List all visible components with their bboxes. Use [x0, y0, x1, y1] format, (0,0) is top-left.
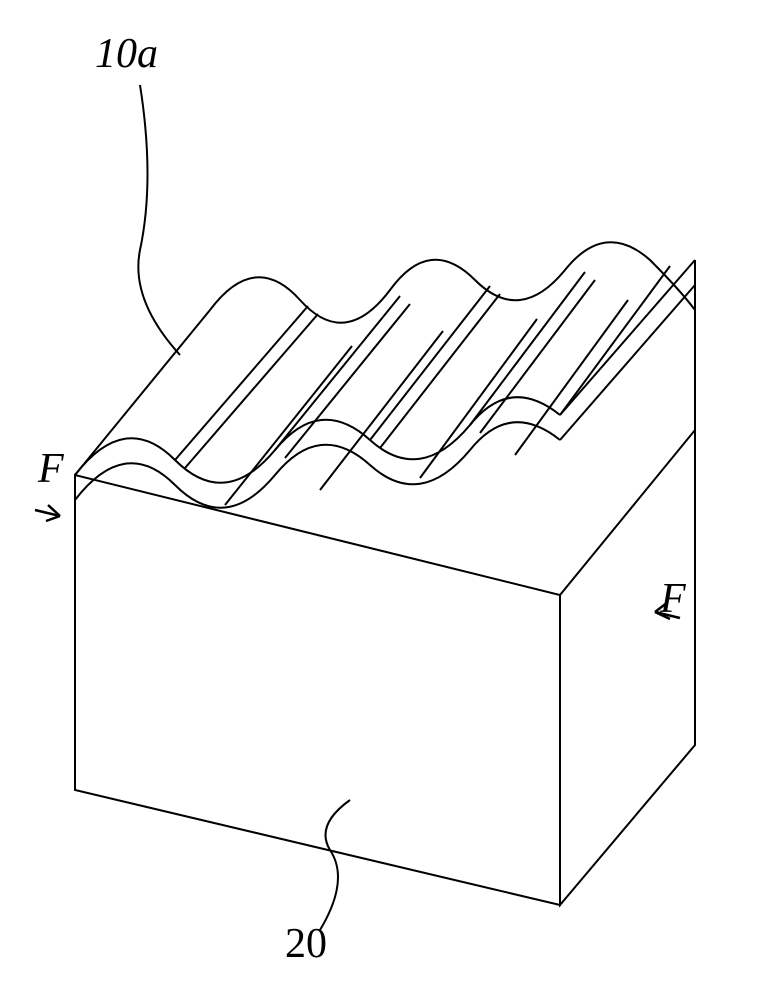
ridge-line: [185, 314, 318, 468]
technical-diagram: 10a F F 20: [0, 0, 758, 1000]
ridge-line: [380, 294, 500, 448]
trough-line: [320, 331, 443, 490]
top-left-edge: [75, 310, 210, 475]
label-10a: 10a: [95, 30, 158, 78]
wave-back-edge: [210, 242, 695, 323]
leader-10a: [138, 85, 180, 355]
right-face: [560, 430, 695, 905]
ridge-line: [480, 280, 595, 433]
front-face: [75, 475, 560, 905]
ridge-line: [470, 272, 585, 425]
trough-line: [515, 300, 628, 455]
label-force-right: F: [660, 575, 686, 623]
ridge-line: [560, 266, 670, 415]
trough-line: [420, 319, 537, 478]
force-arrow-left: [35, 505, 60, 521]
wave-front-edge-bottom: [75, 422, 560, 508]
wave-right-top: [560, 260, 695, 415]
ridge-line: [370, 286, 490, 440]
diagram-svg: [0, 0, 758, 1000]
wave-right-bottom: [560, 285, 695, 440]
label-20: 20: [285, 920, 327, 968]
wave-front-edge-top: [75, 397, 560, 483]
label-force-left: F: [38, 445, 64, 493]
trough-line: [225, 346, 352, 505]
leader-20: [320, 800, 350, 930]
